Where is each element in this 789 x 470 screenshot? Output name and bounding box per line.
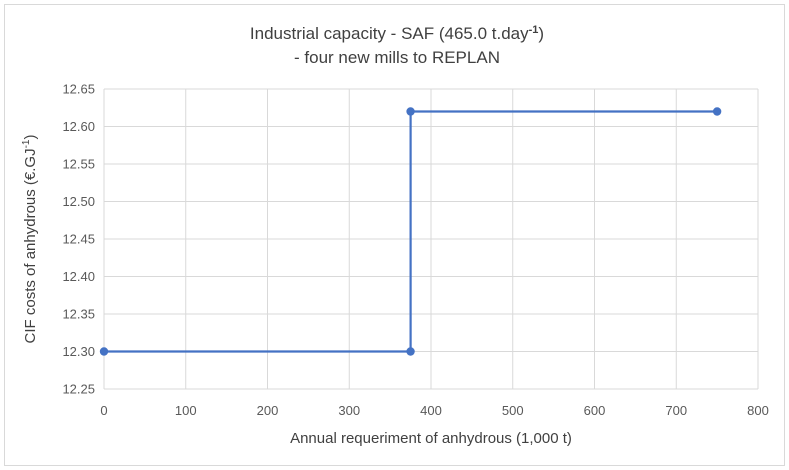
gridlines: [103, 88, 759, 390]
title-superscript: -1: [529, 24, 539, 36]
x-tick-label: 100: [175, 403, 197, 418]
x-tick-label: 600: [584, 403, 606, 418]
x-tick-label: 800: [747, 403, 769, 418]
chart-title-line-2: - four new mills to REPLAN: [294, 48, 500, 67]
series-layer: [99, 107, 722, 356]
chart-title-line-1: Industrial capacity - SAF (465.0 t.day-1…: [250, 24, 544, 43]
data-point: [712, 107, 722, 116]
y-tick-label: 12.65: [62, 82, 95, 97]
data-point: [406, 347, 415, 356]
y-tick-label: 12.35: [62, 307, 95, 322]
chart-frame: 12.25 12.30 12.35 12.40 12.45 12.50 12.55 12.60…: [4, 4, 785, 466]
x-tick-label: 200: [257, 403, 279, 418]
y-tick-label: 12.25: [62, 382, 95, 397]
y-axis-label: CIF costs of anhydrous (€.GJ-1): [21, 135, 39, 344]
x-tick-label: 400: [420, 403, 442, 418]
x-tick-label: 700: [665, 403, 687, 418]
data-point: [99, 347, 109, 356]
y-tick-label: 12.55: [62, 157, 95, 172]
data-point: [406, 107, 415, 116]
tick-labels: 12.25 12.30 12.35 12.40 12.45 12.50 12.55 12.60…: [62, 82, 768, 419]
series-line: [104, 110, 718, 353]
y-tick-label: 12.50: [62, 194, 95, 209]
y-tick-label: 12.60: [62, 119, 95, 134]
x-tick-label: 500: [502, 403, 524, 418]
y-label-superscript: -1: [21, 139, 32, 148]
y-tick-label: 12.45: [62, 232, 95, 247]
line-chart: 12.25 12.30 12.35 12.40 12.45 12.50 12.55 12.60…: [21, 24, 769, 447]
y-tick-label: 12.30: [62, 344, 95, 359]
x-axis-label: Annual requeriment of anhydrous (1,000 t…: [290, 430, 572, 447]
x-tick-label: 300: [338, 403, 360, 418]
y-tick-label: 12.40: [62, 269, 95, 284]
x-tick-label: 0: [100, 403, 107, 418]
